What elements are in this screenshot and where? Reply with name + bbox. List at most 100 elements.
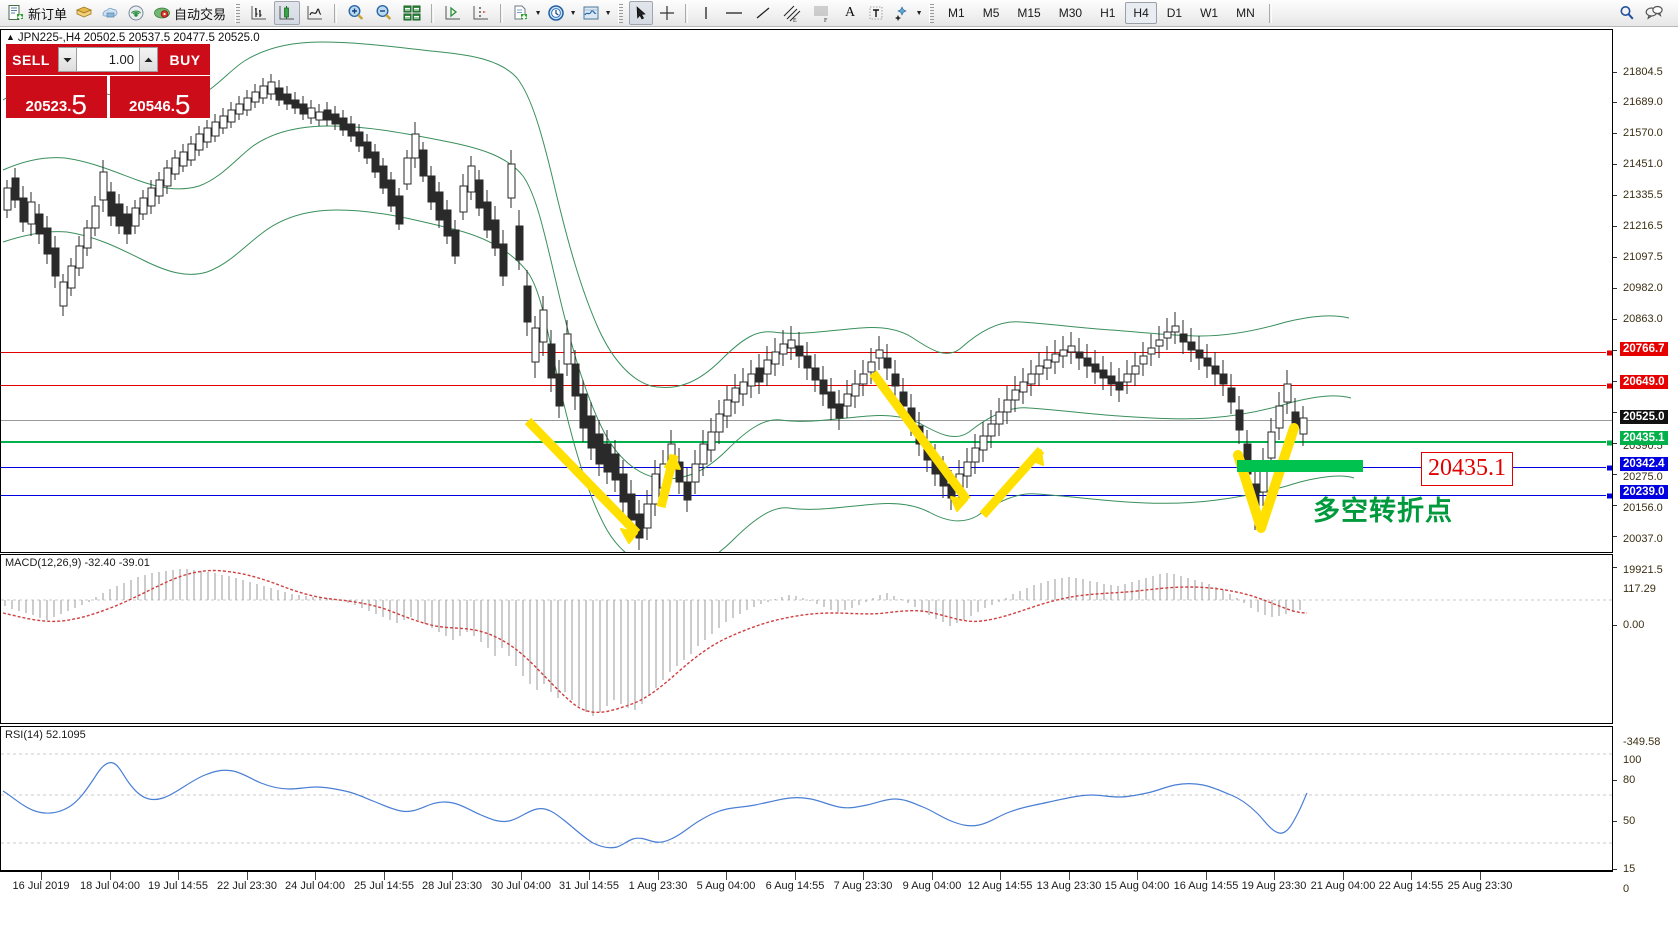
price-chart-panel[interactable]	[0, 29, 1613, 553]
timeframe-d1[interactable]: D1	[1166, 6, 1183, 20]
sell-price-display[interactable]: 20523 . 5	[6, 76, 107, 121]
objects-dropdown[interactable]: ▼	[915, 9, 923, 17]
timeframe-w1[interactable]: W1	[1200, 6, 1219, 20]
support-zone-highlight[interactable]	[1237, 460, 1363, 472]
level-handle[interactable]	[1606, 464, 1612, 472]
timeframe-m30[interactable]: M30	[1058, 6, 1083, 20]
new-order-button[interactable]: 新订单	[4, 1, 70, 25]
level-chip-20342[interactable]: 20342.4	[1620, 457, 1668, 471]
expert-advisor-button[interactable]: 自动交易	[150, 1, 229, 25]
time-tick-label: 16 Aug 14:55	[1173, 880, 1239, 892]
timeframe-m1[interactable]: M1	[948, 6, 965, 20]
level-chip-20649[interactable]: 20649.0	[1620, 375, 1668, 389]
templates-dropdown[interactable]: ▼	[604, 9, 612, 17]
timeframe-h1[interactable]: H1	[1100, 6, 1116, 20]
trendline-button[interactable]	[750, 1, 776, 25]
level-handle[interactable]	[1606, 492, 1612, 500]
rsi-panel[interactable]: RSI(14) 52.1095	[0, 726, 1613, 871]
level-handle[interactable]	[1606, 439, 1612, 447]
indicators-dropdown[interactable]: ▼	[569, 9, 577, 17]
cursor-button[interactable]	[629, 1, 654, 25]
bar-chart-button[interactable]	[246, 1, 272, 25]
level-line-20649[interactable]	[1, 382, 1612, 390]
timeframe-m5[interactable]: M5	[982, 6, 1000, 20]
new-chart-button[interactable]	[509, 1, 533, 25]
chat-button[interactable]	[1641, 1, 1667, 25]
objects-button[interactable]	[890, 1, 914, 25]
equidistant-channel-icon: E	[783, 5, 801, 23]
buy-button[interactable]: BUY	[160, 44, 210, 75]
tile-windows-button[interactable]	[399, 1, 425, 25]
symbol-info-text: JPN225-,H4 20502.5 20537.5 20477.5 20525…	[17, 32, 260, 44]
toolbar-grip[interactable]	[235, 3, 241, 23]
volume-stepper[interactable]: 1.00	[56, 44, 160, 75]
time-tick-label: 28 Jul 23:30	[422, 880, 482, 892]
price-axis[interactable]: 21804.5 21689.0 21570.0 21451.0 21335.5 …	[1613, 56, 1678, 580]
templates-button[interactable]	[579, 1, 603, 25]
level-handle[interactable]	[1606, 349, 1612, 357]
period-separator-button[interactable]	[468, 1, 494, 25]
expert-advisor-icon	[154, 7, 170, 19]
zoom-in-button[interactable]	[343, 1, 369, 25]
vertical-line-button[interactable]	[694, 1, 718, 25]
crosshair-button[interactable]	[655, 1, 679, 25]
sell-button[interactable]: SELL	[6, 44, 56, 75]
time-axis[interactable]: 16 Jul 2019 18 Jul 04:00 19 Jul 14:55 22…	[0, 871, 1613, 897]
signal-icon	[128, 5, 144, 21]
shift-end-button[interactable]	[440, 1, 466, 25]
time-tick-label: 9 Aug 04:00	[902, 880, 962, 892]
candlestick-chart-icon	[279, 6, 295, 20]
volume-input[interactable]: 1.00	[77, 47, 139, 72]
buy-price-display[interactable]: 20546 . 5	[109, 76, 210, 119]
one-click-trading-panel[interactable]: SELL 1.00 BUY 20523 . 5 20546 . 5	[6, 44, 210, 137]
price-tick-label: 21689.0	[1623, 96, 1663, 108]
shift-end-icon	[445, 6, 461, 20]
level-line-20435[interactable]	[1, 439, 1612, 447]
price-tick-label: 20156.0	[1623, 502, 1663, 514]
timeframe-mn[interactable]: MN	[1236, 6, 1255, 20]
time-tick-label: 18 Jul 04:00	[80, 880, 140, 892]
bar-chart-icon	[251, 6, 267, 20]
timeframe-m15[interactable]: M15	[1017, 6, 1041, 20]
equidistant-channel-button[interactable]: E	[778, 1, 806, 25]
level-line-20766[interactable]	[1, 349, 1612, 357]
bollinger-lower-band	[2, 209, 1355, 552]
sell-price-fraction: 5	[71, 89, 87, 121]
line-chart-button[interactable]	[302, 1, 328, 25]
fibonacci-button[interactable]: F	[808, 1, 836, 25]
level-line-20342[interactable]	[1, 464, 1612, 472]
volume-decrease-button[interactable]	[58, 47, 77, 72]
level-handle[interactable]	[1606, 382, 1612, 390]
chart-area[interactable]: 多空转折点 20435.1 ▲ JPN225-,H4 20502.5 20537.…	[0, 27, 1678, 948]
candlestick-series	[3, 74, 1308, 550]
time-tick-label: 25 Jul 14:55	[354, 880, 414, 892]
volume-increase-button[interactable]	[139, 47, 158, 72]
candlestick-chart-button[interactable]	[274, 1, 301, 25]
indicators-button[interactable]	[544, 1, 568, 25]
turning-point-annotation: 多空转折点	[1313, 496, 1453, 526]
toolbar-grip-2[interactable]	[618, 3, 624, 23]
timeframe-h4[interactable]: H4	[1125, 2, 1157, 24]
horizontal-line-button[interactable]	[720, 1, 748, 25]
text-button[interactable]	[864, 1, 888, 25]
zoom-out-button[interactable]	[371, 1, 397, 25]
level-chip-20766[interactable]: 20766.7	[1620, 342, 1668, 356]
toolbar-grip-3[interactable]	[929, 3, 935, 23]
macd-panel[interactable]: MACD(12,26,9) -32.40 -39.01	[0, 554, 1613, 724]
time-tick-label: 12 Aug 14:55	[967, 880, 1033, 892]
rsi-tick-label: 0	[1623, 883, 1630, 895]
new-chart-dropdown[interactable]: ▼	[534, 9, 542, 17]
signal-button[interactable]	[124, 1, 148, 25]
level-chip-20239[interactable]: 20239.0	[1620, 485, 1668, 499]
level-chip-20435[interactable]: 20435.1	[1620, 431, 1668, 445]
macd-histogram	[4, 569, 1301, 716]
terminal-button[interactable]	[98, 1, 122, 25]
book-button[interactable]	[72, 1, 96, 25]
svg-text:F: F	[824, 18, 828, 23]
text-label-button[interactable]: A	[838, 1, 862, 25]
trendline-icon	[756, 7, 770, 19]
search-button[interactable]	[1615, 1, 1639, 25]
macd-canvas	[1, 569, 1612, 716]
price-tick-label: 20037.0	[1623, 533, 1663, 545]
collapse-arrow-icon[interactable]: ▲	[6, 32, 15, 42]
